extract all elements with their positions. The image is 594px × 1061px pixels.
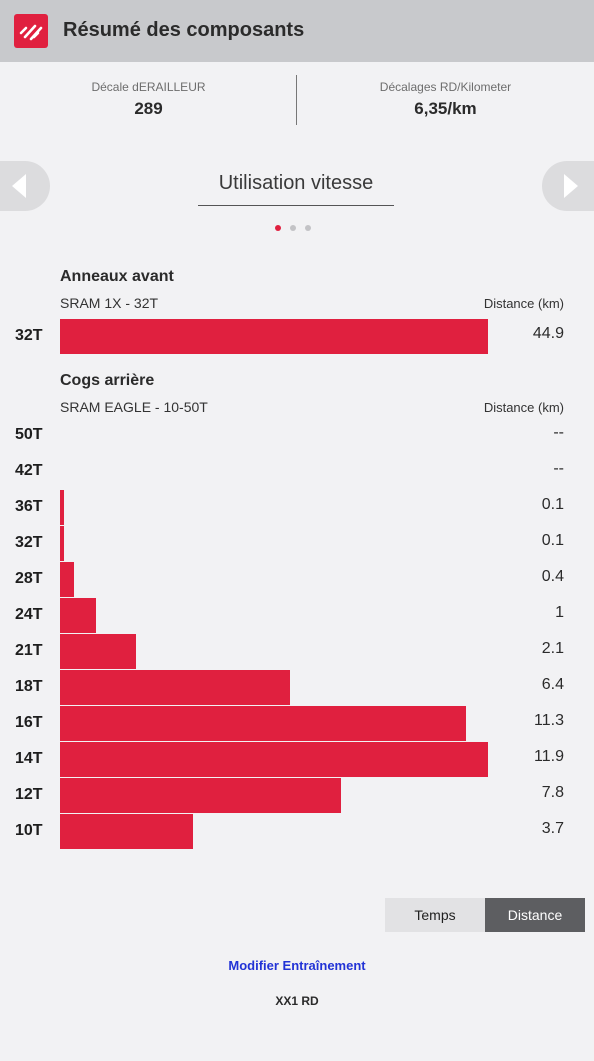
gear-bar	[60, 670, 290, 705]
stat-shifts-label: Décale dERAILLEUR	[91, 80, 206, 94]
chart-unit-label: Distance (km)	[483, 296, 564, 311]
gear-value: 0.4	[541, 568, 564, 585]
gear-label: 10T	[15, 822, 43, 839]
gear-value: --	[553, 424, 564, 441]
gear-bar	[60, 742, 488, 777]
carousel-prev-button[interactable]	[0, 161, 50, 211]
gear-label: 14T	[15, 750, 43, 767]
gear-bar	[60, 706, 466, 741]
gear-label: 42T	[15, 462, 43, 479]
gear-value: 6.4	[541, 676, 564, 693]
gear-bar	[60, 562, 74, 597]
brand-logo-icon	[14, 14, 48, 48]
carousel-dot-2[interactable]	[290, 225, 296, 231]
gear-bar	[60, 814, 193, 849]
chart-subtitle: SRAM 1X - 32T	[60, 295, 159, 311]
gear-value: 3.7	[541, 820, 564, 837]
gear-label: 12T	[15, 786, 43, 803]
component-name: XX1 RD	[275, 994, 319, 1008]
gear-label: 21T	[15, 642, 43, 659]
gear-label: 50T	[15, 426, 43, 443]
chart-subtitle: SRAM EAGLE - 10-50T	[60, 399, 208, 415]
metric-toggle[interactable]: Temps Distance	[385, 898, 585, 932]
gear-value: 11.3	[534, 712, 564, 729]
edit-workout-link[interactable]: Modifier Entraînement	[228, 958, 366, 973]
toggle-distance-button[interactable]: Distance	[485, 898, 585, 932]
gear-bar	[60, 319, 488, 354]
chart-title: Anneaux avant	[60, 268, 174, 285]
stat-shifts: Décale dERAILLEUR 289	[0, 80, 297, 119]
gear-label: 32T	[15, 327, 43, 344]
gear-value: --	[553, 460, 564, 477]
gear-value: 2.1	[541, 640, 564, 657]
gear-label: 32T	[15, 534, 43, 551]
carousel-title: Utilisation vitesse	[218, 172, 374, 194]
chart-unit-label: Distance (km)	[483, 400, 564, 415]
gear-bar	[60, 634, 136, 669]
gear-bar	[60, 598, 96, 633]
carousel-dot-3[interactable]	[305, 225, 311, 231]
stat-shifts-per-km-value: 6,35/km	[414, 99, 477, 118]
gear-bar	[60, 490, 64, 525]
stat-shifts-value: 289	[134, 99, 163, 118]
gear-value: 0.1	[541, 532, 564, 549]
stat-shifts-per-km: Décalages RD/Kilometer 6,35/km	[297, 80, 594, 119]
carousel-next-button[interactable]	[542, 161, 594, 211]
chart-title: Cogs arrière	[60, 372, 155, 389]
chevron-left-icon	[12, 174, 26, 198]
carousel-title-underline	[198, 205, 394, 206]
gear-value: 0.1	[541, 496, 564, 513]
gear-label: 36T	[15, 498, 43, 515]
chevron-right-icon	[564, 174, 578, 198]
gear-value: 1	[555, 604, 564, 621]
gear-label: 24T	[15, 606, 43, 623]
gear-bar	[60, 778, 341, 813]
app-header: Résumé des composants	[0, 0, 594, 62]
gear-bar	[60, 526, 64, 561]
gear-label: 28T	[15, 570, 43, 587]
page-title: Résumé des composants	[63, 19, 305, 41]
stat-shifts-per-km-label: Décalages RD/Kilometer	[379, 80, 512, 94]
gear-label: 16T	[15, 714, 43, 731]
stat-divider	[296, 75, 297, 125]
gear-label: 18T	[15, 678, 43, 695]
toggle-time-button[interactable]: Temps	[385, 898, 485, 932]
carousel-dot-1[interactable]	[275, 225, 281, 231]
gear-value: 11.9	[534, 748, 564, 765]
gear-value: 44.9	[532, 325, 564, 342]
gear-value: 7.8	[541, 784, 564, 801]
